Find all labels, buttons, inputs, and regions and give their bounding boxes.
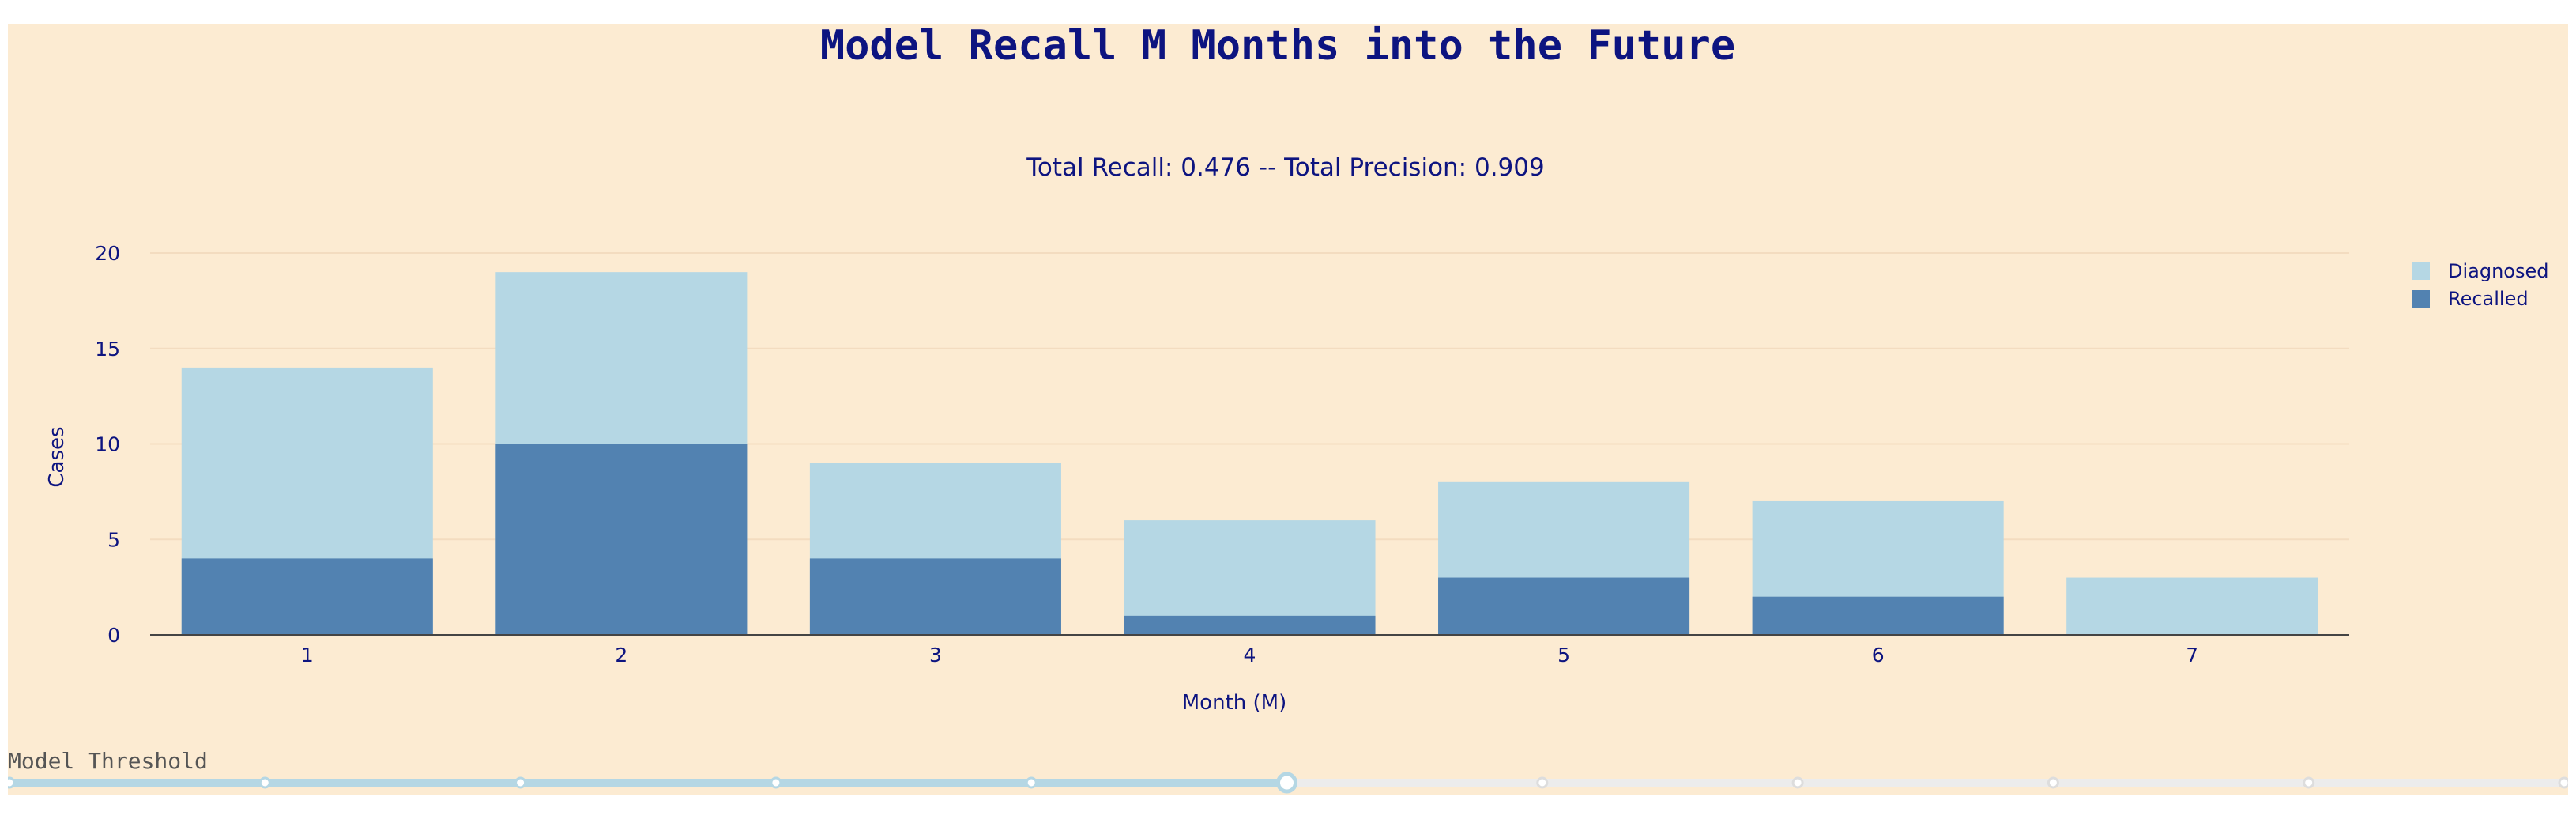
threshold-slider[interactable]: 0102030405060708090100 [8, 772, 2568, 795]
x-tick-labels: 1 2 3 4 5 6 7 [301, 644, 2198, 667]
y-tick-label: 20 [95, 242, 120, 265]
y-tick-label: 5 [107, 528, 120, 551]
y-axis-title: Cases [45, 426, 69, 487]
bar-recalled-3[interactable] [809, 558, 1061, 635]
slider-step-40[interactable] [1025, 776, 1038, 789]
recall-chart: Model Recall M Months into the Future To… [8, 24, 2568, 795]
slider-step-60[interactable] [1536, 776, 1549, 789]
y-tick-label: 15 [95, 338, 120, 361]
y-tick-label: 0 [107, 624, 120, 647]
y-tick-labels: 0 5 10 15 20 [95, 242, 120, 647]
x-tick-label: 3 [929, 644, 942, 667]
slider-step-70[interactable] [1791, 776, 1804, 789]
slider-step-100[interactable] [2558, 776, 2568, 789]
x-tick-label: 2 [615, 644, 627, 667]
x-tick-label: 1 [301, 644, 314, 667]
bars [181, 272, 2318, 636]
slider-step-80[interactable] [2047, 776, 2059, 789]
slider-label: Model Threshold [8, 748, 208, 774]
slider-step-10[interactable] [258, 776, 271, 789]
x-axis-title: Month (M) [1182, 691, 1286, 715]
bar-recalled-6[interactable] [1752, 596, 2004, 635]
grid-lines [150, 252, 2349, 541]
legend-label-recalled[interactable]: Recalled [2448, 288, 2529, 310]
legend-swatch-diagnosed[interactable] [2412, 262, 2430, 280]
bar-recalled-4[interactable] [1124, 615, 1376, 635]
slider-handle[interactable] [1276, 772, 1297, 794]
legend[interactable]: Diagnosed Recalled [2412, 260, 2549, 310]
x-tick-label: 6 [1872, 644, 1885, 667]
chart-subtitle: Total Recall: 0.476 -- Total Precision: … [1026, 153, 1544, 182]
slider-step-0[interactable] [8, 776, 16, 789]
bar-recalled-5[interactable] [1438, 577, 1690, 635]
bar-recalled-2[interactable] [495, 444, 748, 636]
x-tick-label: 5 [1557, 644, 1570, 667]
slider-step-30[interactable] [770, 776, 782, 789]
legend-label-diagnosed[interactable]: Diagnosed [2448, 260, 2549, 282]
legend-swatch-recalled[interactable] [2412, 290, 2430, 308]
bar-diagnosed-7[interactable] [2066, 577, 2318, 635]
x-tick-label: 7 [2186, 644, 2198, 667]
slider-step-90[interactable] [2303, 776, 2315, 789]
bar-recalled-1[interactable] [181, 558, 433, 635]
x-tick-label: 4 [1244, 644, 1256, 667]
y-tick-label: 10 [95, 433, 120, 456]
chart-panel: Model Recall M Months into the Future To… [8, 24, 2568, 795]
slider-step-20[interactable] [514, 776, 527, 789]
chart-title: Model Recall M Months into the Future [820, 24, 1735, 70]
